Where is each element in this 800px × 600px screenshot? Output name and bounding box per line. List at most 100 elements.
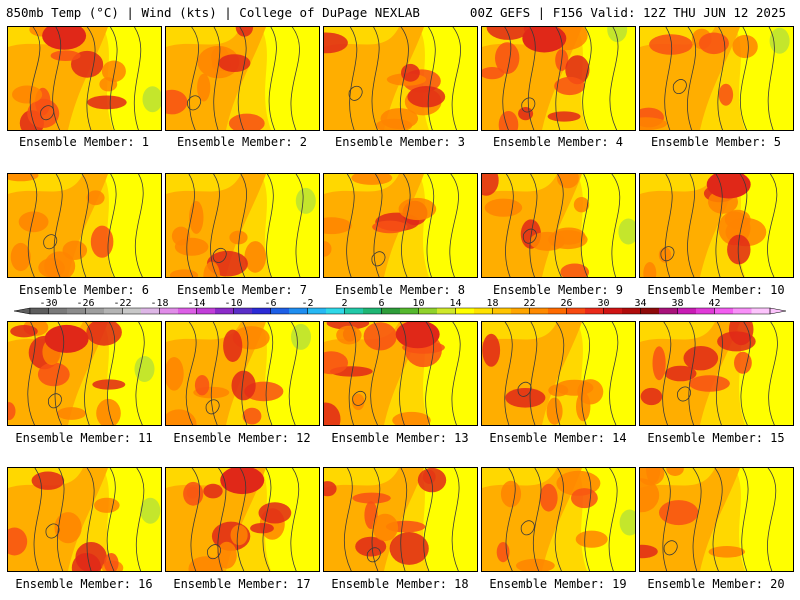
model-run-info: 00Z GEFS | F156 Valid: 12Z THU JUN 12 20… [469,5,786,20]
temperature-field-map [482,322,635,425]
warm-anomaly-blob [688,375,730,392]
warm-anomaly-blob [324,241,332,257]
contour-line [290,27,300,130]
warm-anomaly-blob [518,107,534,121]
warm-anomaly-blob [500,480,522,508]
warm-anomaly-blob [12,85,43,104]
colorbar-swatch [418,308,438,314]
contour-line [527,27,536,130]
contour-line [451,27,461,130]
warm-anomaly-blob [643,262,657,277]
warm-anomaly-blob [171,226,191,246]
contour-line [29,27,41,130]
warm-anomaly-blob [717,331,756,352]
temperature-field-map [482,174,635,277]
cool-field-region [103,322,161,425]
contour-loop [48,393,62,409]
colorbar-swatch [714,308,734,314]
ensemble-map-panel [323,26,478,131]
contour-line [581,322,590,425]
ensemble-map-panel [639,321,794,426]
contour-line [692,468,702,571]
contour-line [371,468,381,571]
warm-anomaly-blob [649,34,693,55]
warm-anomaly-blob [324,351,348,375]
cool-field-region [261,27,319,130]
contour-line [189,27,199,130]
warm-anomaly-blob [666,468,684,476]
warm-anomaly-blob [336,325,362,345]
ensemble-member-caption: Ensemble Member: 15 [647,431,785,445]
colorbar-swatch [141,308,160,314]
contour-line [712,468,723,571]
colorbar-tick-label: 2 [341,298,347,309]
warm-anomaly-blob [223,329,243,362]
warm-anomaly-blob [577,379,604,405]
colorbar-swatch [548,308,567,314]
warm-anomaly-blob [554,76,585,96]
contour-line [210,174,220,277]
warm-anomaly-blob [698,32,729,55]
contour-loop [40,105,55,121]
warm-anomaly-blob [216,541,237,569]
warm-anomaly-blob [683,346,719,371]
contour-line [106,468,116,571]
warm-anomaly-blob [94,497,120,513]
ensemble-member-caption: Ensemble Member: 5 [650,135,782,149]
contour-line [133,27,142,130]
colorbar-tick-label: 14 [449,298,461,309]
warm-anomaly-blob [372,220,408,234]
cool-field-region [735,468,793,571]
colorbar-swatch [215,308,234,314]
warm-anomaly-blob [194,375,210,396]
contour-line [370,322,381,425]
colorbar-swatch [233,308,253,314]
cool-field-region [103,174,161,277]
warm-anomaly-blob [548,384,569,397]
warm-anomaly-blob [87,95,127,110]
warm-anomaly-blob [495,42,520,74]
warm-anomaly-blob [565,55,590,85]
contour-line [741,468,749,571]
colorbar-tick-label: 30 [597,298,609,309]
contour-line [107,322,116,425]
warm-anomaly-blob [242,407,262,425]
contour-line [554,468,564,571]
cool-field-region [577,174,635,277]
ensemble-map-panel [165,173,320,278]
warm-anomaly-blob [71,553,101,571]
warm-anomaly-blob [56,407,86,420]
warm-anomaly-blob [640,117,667,130]
warm-anomaly-blob [31,471,65,490]
contour-line [346,174,355,277]
warm-anomaly-blob [646,468,661,484]
contour-line [608,468,618,571]
contour-line [611,174,621,277]
contour-line [715,322,723,425]
contour-loop [663,540,678,556]
contour-line [739,27,749,130]
warm-anomaly-blob [8,527,28,556]
contour-line [664,174,673,277]
contour-line [555,322,565,425]
colorbar-swatch [492,308,512,314]
contour-loop [522,228,537,244]
ensemble-member-caption: Ensemble Member: 10 [647,283,785,297]
contour-line [504,322,513,425]
contour-line [451,468,460,571]
contour-line [107,174,117,277]
ensemble-map-panel [323,173,478,278]
warm-anomaly-blob [203,483,223,499]
contour-line [582,27,592,130]
warm-anomaly-blob [324,481,337,497]
warm-anomaly-blob [235,27,254,37]
ensemble-member-caption: Ensemble Member: 13 [331,431,469,445]
ensemble-member-caption: Ensemble Member: 19 [489,577,627,591]
colorbar-swatch [30,308,49,314]
warm-anomaly-blob [166,89,188,115]
warm-anomaly-blob [734,351,752,374]
colorbar-swatch [122,308,142,314]
contour-line [400,27,409,130]
warm-anomaly-blob [732,34,758,59]
ensemble-map-panel [639,26,794,131]
